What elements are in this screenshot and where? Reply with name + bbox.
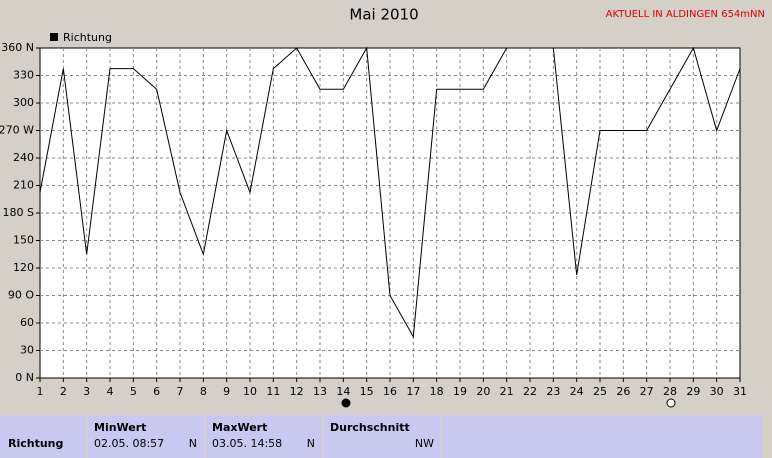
x-tick-label: 4 [107, 385, 114, 398]
x-tick-label: 11 [266, 385, 280, 398]
chart-title: Mai 2010 [349, 6, 418, 24]
y-tick-label: 60 [20, 316, 34, 329]
table-cell [88, 415, 204, 458]
x-tick-label: 28 [663, 385, 677, 398]
column-header: MinWert [94, 421, 146, 434]
legend-label: Richtung [63, 31, 112, 44]
y-tick-label: 90 O [8, 289, 34, 302]
series-line [39, 46, 741, 339]
new-moon-icon [341, 398, 351, 408]
table-cell [206, 415, 322, 458]
x-tick-label: 12 [290, 385, 304, 398]
x-tick-label: 1 [37, 385, 44, 398]
x-tick-label: 14 [336, 385, 350, 398]
y-tick-label: 330 [13, 69, 34, 82]
y-tick-label: 300 [13, 96, 34, 109]
x-tick-label: 5 [130, 385, 137, 398]
table-cell [442, 415, 762, 458]
min-value: N [189, 437, 197, 450]
x-tick-label: 23 [546, 385, 560, 398]
x-tick-label: 8 [200, 385, 207, 398]
y-tick-label: 30 [20, 344, 34, 357]
x-tick-label: 7 [177, 385, 184, 398]
y-tick-label: 150 [13, 234, 34, 247]
max-time: 03.05. 14:58 [212, 437, 282, 450]
x-tick-label: 10 [243, 385, 257, 398]
x-tick-label: 24 [570, 385, 584, 398]
x-tick-label: 29 [686, 385, 700, 398]
row-label: Richtung [8, 437, 63, 450]
y-tick-label: 270 W [0, 124, 34, 137]
station-label: AKTUELL IN ALDINGEN 654mNN [606, 9, 765, 20]
x-tick-label: 2 [60, 385, 67, 398]
legend-swatch [50, 33, 58, 41]
x-tick-label: 25 [593, 385, 607, 398]
average-value: NW [415, 437, 434, 450]
max-value: N [307, 437, 315, 450]
x-tick-label: 21 [500, 385, 514, 398]
x-tick-label: 20 [476, 385, 490, 398]
y-tick-label: 180 S [3, 206, 34, 219]
x-tick-label: 13 [313, 385, 327, 398]
min-time: 02.05. 08:57 [94, 437, 164, 450]
x-tick-label: 31 [733, 385, 747, 398]
y-tick-label: 240 [13, 151, 34, 164]
x-tick-label: 22 [523, 385, 537, 398]
x-tick-label: 3 [83, 385, 90, 398]
x-tick-label: 30 [710, 385, 724, 398]
y-tick-label: 210 [13, 179, 34, 192]
x-tick-label: 26 [616, 385, 630, 398]
column-header: MaxWert [212, 421, 267, 434]
x-tick-label: 17 [406, 385, 420, 398]
y-tick-label: 0 N [15, 371, 34, 384]
x-tick-label: 9 [223, 385, 230, 398]
x-tick-label: 6 [153, 385, 160, 398]
x-tick-label: 16 [383, 385, 397, 398]
table-cell [0, 415, 86, 458]
y-tick-label: 120 [13, 261, 34, 274]
x-tick-label: 27 [640, 385, 654, 398]
x-tick-label: 15 [360, 385, 374, 398]
x-tick-label: 18 [430, 385, 444, 398]
x-tick-label: 19 [453, 385, 467, 398]
y-tick-label: 360 N [1, 41, 34, 54]
full-moon-icon [666, 398, 676, 408]
column-header: Durchschnitt [330, 421, 410, 434]
table-cell [324, 415, 440, 458]
